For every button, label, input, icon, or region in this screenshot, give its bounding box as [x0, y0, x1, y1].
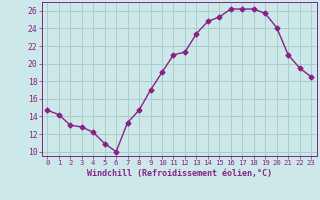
X-axis label: Windchill (Refroidissement éolien,°C): Windchill (Refroidissement éolien,°C) [87, 169, 272, 178]
